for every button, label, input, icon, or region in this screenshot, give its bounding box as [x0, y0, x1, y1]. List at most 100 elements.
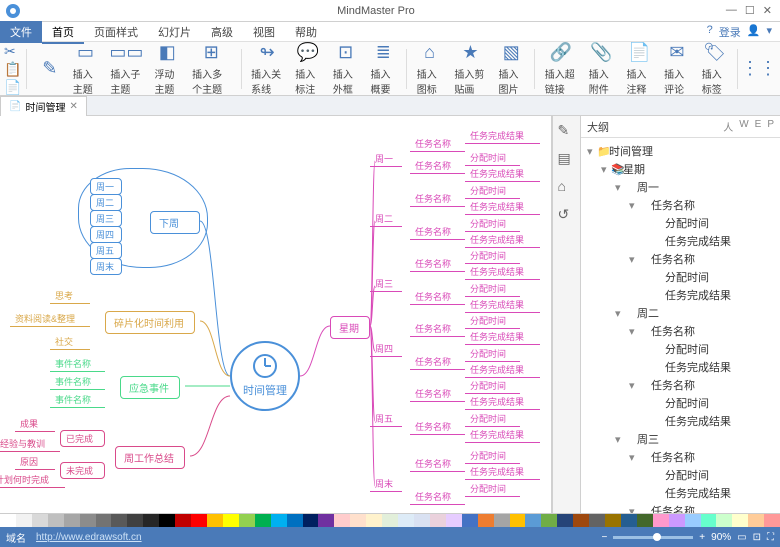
outline-filter[interactable]: W: [739, 119, 748, 134]
color-swatch[interactable]: [541, 514, 557, 527]
ribbon-btn-11[interactable]: ▧插入图片: [492, 40, 530, 98]
mindmap-node[interactable]: 周二: [90, 194, 122, 211]
mindmap-node[interactable]: 经验与教训: [0, 436, 60, 452]
help-icon[interactable]: ?: [707, 24, 713, 40]
mindmap-node[interactable]: 任务名称: [410, 419, 465, 435]
color-swatch[interactable]: [32, 514, 48, 527]
ribbon-btn-10[interactable]: ★插入剪贴画: [448, 40, 492, 98]
mindmap-node[interactable]: 思考: [50, 288, 90, 304]
color-swatch[interactable]: [80, 514, 96, 527]
color-swatch[interactable]: [621, 514, 637, 527]
color-swatch[interactable]: [525, 514, 541, 527]
mindmap-node[interactable]: 社交: [50, 334, 90, 350]
color-swatch[interactable]: [398, 514, 414, 527]
outline-filter[interactable]: E: [755, 119, 762, 134]
mindmap-node[interactable]: 计划何时完成: [0, 472, 65, 488]
mindmap-node[interactable]: 事件名称: [50, 356, 105, 372]
mindmap-node[interactable]: 星期: [330, 316, 370, 339]
mindmap-node[interactable]: 分配时间: [465, 448, 520, 464]
outline-item[interactable]: 分配时间: [583, 214, 778, 232]
color-swatch[interactable]: [366, 514, 382, 527]
color-swatch[interactable]: [494, 514, 510, 527]
mindmap-node[interactable]: 任务完成结果: [465, 232, 540, 248]
mindmap-node[interactable]: 周五: [90, 242, 122, 259]
zoom-in-icon[interactable]: +: [699, 532, 705, 543]
color-swatch[interactable]: [159, 514, 175, 527]
mindmap-node[interactable]: 任务名称: [410, 456, 465, 472]
document-tab[interactable]: 📄 时间管理 ✕: [0, 96, 87, 116]
mindmap-node[interactable]: 分配时间: [465, 346, 520, 362]
color-swatch[interactable]: [573, 514, 589, 527]
ribbon-btn-2[interactable]: ▭▭插入子主题: [104, 40, 148, 98]
color-swatch[interactable]: [207, 514, 223, 527]
ribbon-btn-6[interactable]: 💬插入标注: [289, 40, 327, 98]
color-swatch[interactable]: [111, 514, 127, 527]
close-tab-icon[interactable]: ✕: [69, 101, 77, 112]
mindmap-node[interactable]: 应急事件: [120, 376, 180, 399]
color-swatch[interactable]: [510, 514, 526, 527]
color-swatch[interactable]: [557, 514, 573, 527]
ribbon-btn-14[interactable]: 📄插入注释: [620, 40, 658, 98]
dropdown-icon[interactable]: ▾: [766, 24, 772, 40]
mindmap-node[interactable]: 周末: [90, 258, 122, 275]
mindmap-node[interactable]: 任务名称: [410, 158, 465, 174]
color-swatch[interactable]: [732, 514, 748, 527]
mindmap-node[interactable]: 任务完成结果: [465, 166, 540, 182]
user-icon[interactable]: 👤: [747, 24, 761, 40]
color-swatch[interactable]: [637, 514, 653, 527]
ribbon-btn-0[interactable]: ✎: [33, 56, 67, 82]
outline-filter[interactable]: 人: [723, 119, 733, 134]
format-icon[interactable]: ✎: [558, 122, 576, 140]
ribbon-btn-17[interactable]: ⋮⋮: [742, 56, 776, 82]
color-swatch[interactable]: [48, 514, 64, 527]
mindmap-node[interactable]: 任务名称: [410, 386, 465, 402]
center-node[interactable]: 时间管理: [230, 341, 300, 411]
ribbon-btn-1[interactable]: ▭插入主题: [67, 40, 105, 98]
mindmap-node[interactable]: 下周: [150, 211, 200, 234]
mindmap-node[interactable]: 任务完成结果: [465, 329, 540, 345]
color-swatch[interactable]: [462, 514, 478, 527]
outline-item[interactable]: ▾周二: [583, 304, 778, 322]
mindmap-node[interactable]: 任务名称: [410, 256, 465, 272]
outline-item[interactable]: ▾任务名称: [583, 196, 778, 214]
mindmap-node[interactable]: 分配时间: [465, 411, 520, 427]
color-swatch[interactable]: [748, 514, 764, 527]
mindmap-node[interactable]: 未完成: [60, 462, 105, 479]
ribbon-btn-3[interactable]: ◧浮动主题: [148, 40, 186, 98]
history-icon[interactable]: ↺: [558, 206, 576, 224]
color-palette[interactable]: [0, 513, 780, 527]
color-swatch[interactable]: [701, 514, 717, 527]
color-swatch[interactable]: [287, 514, 303, 527]
color-swatch[interactable]: [414, 514, 430, 527]
color-swatch[interactable]: [127, 514, 143, 527]
fit-page-icon[interactable]: ▭: [737, 532, 746, 543]
color-swatch[interactable]: [764, 514, 780, 527]
outline-item[interactable]: 任务完成结果: [583, 484, 778, 502]
fullscreen-icon[interactable]: ⛶: [767, 532, 774, 543]
mindmap-node[interactable]: 周二: [370, 211, 402, 227]
outline-item[interactable]: 任务完成结果: [583, 286, 778, 304]
ribbon-btn-4[interactable]: ⊞插入多个主题: [186, 40, 236, 98]
ribbon-btn-5[interactable]: ↬插入关系线: [245, 40, 289, 98]
outline-item[interactable]: 任务完成结果: [583, 412, 778, 430]
color-swatch[interactable]: [350, 514, 366, 527]
mindmap-node[interactable]: 任务名称: [410, 289, 465, 305]
color-swatch[interactable]: [239, 514, 255, 527]
mindmap-node[interactable]: 已完成: [60, 430, 105, 447]
zoom-slider[interactable]: [613, 536, 693, 539]
color-swatch[interactable]: [191, 514, 207, 527]
mindmap-node[interactable]: 任务完成结果: [465, 264, 540, 280]
color-swatch[interactable]: [478, 514, 494, 527]
close-icon[interactable]: ✕: [763, 4, 772, 17]
color-swatch[interactable]: [382, 514, 398, 527]
color-swatch[interactable]: [0, 514, 16, 527]
cut-icon[interactable]: ✂: [4, 43, 20, 59]
outline-item[interactable]: ▾任务名称: [583, 376, 778, 394]
outline-item[interactable]: 分配时间: [583, 466, 778, 484]
outline-item[interactable]: ▾任务名称: [583, 502, 778, 513]
mindmap-node[interactable]: 任务名称: [410, 354, 465, 370]
copy-icon[interactable]: 📋: [4, 61, 20, 77]
mindmap-node[interactable]: 任务名称: [410, 224, 465, 240]
zoom-out-icon[interactable]: −: [601, 532, 607, 543]
mindmap-node[interactable]: 资料阅读&整理: [10, 311, 90, 327]
